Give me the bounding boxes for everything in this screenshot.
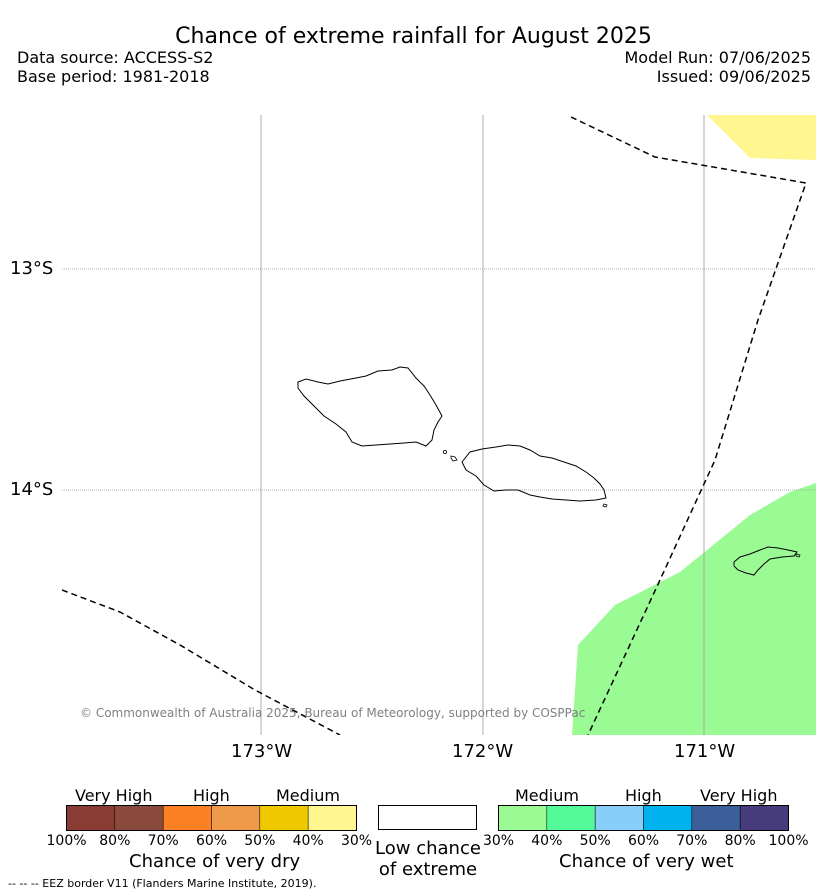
wet-tick-6: 100% [768, 833, 809, 849]
dry-swatch-5 [307, 805, 357, 831]
savaii-island [297, 366, 443, 447]
issued-date: Issued: 09/06/2025 [656, 67, 811, 86]
wet-tick-1: 40% [531, 833, 563, 849]
wet-tick-0: 30% [482, 833, 515, 849]
gridlines [62, 115, 816, 735]
lon-label-172w: 172°W [452, 741, 514, 762]
aunuu-islet [795, 553, 801, 558]
wet-swatch-1 [546, 805, 596, 831]
wet-swatch-0 [498, 805, 548, 831]
nuutele-islet [602, 503, 608, 508]
base-period: Base period: 1981-2018 [17, 67, 210, 86]
dry-tick-5: 40% [292, 833, 324, 849]
dry-colorbar [66, 805, 357, 831]
dry-tick-0: 100% [46, 833, 87, 849]
wet-swatch-4 [691, 805, 741, 831]
dry-cat-very-high: Very High [75, 786, 153, 805]
dry-swatch-1 [114, 805, 164, 831]
dry-swatch-2 [162, 805, 212, 831]
dry-swatch-4 [259, 805, 309, 831]
wet-swatch-2 [594, 805, 644, 831]
dry-tick-1: 80% [99, 833, 131, 849]
wet-tick-2: 50% [579, 833, 611, 849]
map-title: Chance of extreme rainfall for August 20… [175, 24, 652, 49]
dry-cat-high: High [193, 786, 230, 805]
wet-cat-medium: Medium [515, 786, 579, 805]
tutuila-island [733, 546, 798, 576]
wet-colorbar-label: Chance of very wet [559, 851, 734, 872]
wet-tick-5: 80% [724, 833, 756, 849]
eez-border [62, 116, 808, 735]
lon-label-173w: 173°W [231, 741, 293, 762]
wet-swatch-3 [643, 805, 693, 831]
wet-cat-high: High [625, 786, 662, 805]
wet-cat-very-high: Very High [700, 786, 778, 805]
dry-cat-medium: Medium [276, 786, 340, 805]
model-run: Model Run: 07/06/2025 [624, 48, 812, 67]
dry-tick-3: 60% [195, 833, 228, 849]
eez-border-note: -- -- -- EEZ border V11 (Flanders Marine… [8, 877, 317, 890]
dry-tick-6: 30% [340, 833, 373, 849]
upolu-island [461, 444, 607, 502]
apolima-islet [450, 455, 458, 462]
dry-swatch-3 [211, 805, 261, 831]
dry-colorbar-label: Chance of very dry [129, 851, 301, 872]
lat-label-14s: 14°S [10, 479, 54, 500]
copyright-notice: © Commonwealth of Australia 2025, Bureau… [80, 706, 586, 720]
wet-swatch-5 [739, 805, 789, 831]
low-chance-swatch [378, 805, 477, 830]
dry-swatch-0 [66, 805, 116, 831]
dry-region-top-right [707, 115, 816, 160]
wet-tick-4: 70% [676, 833, 708, 849]
lon-label-171w: 171°W [674, 741, 736, 762]
data-source: Data source: ACCESS-S2 [17, 48, 214, 67]
dry-tick-4: 50% [244, 833, 276, 849]
low-chance-label: Low chance of extreme [375, 838, 481, 880]
map-area [62, 115, 816, 735]
wet-colorbar [498, 805, 789, 831]
manono-islet [442, 449, 447, 454]
wet-region-bottom-right [572, 483, 816, 735]
lat-label-13s: 13°S [10, 258, 54, 279]
wet-tick-3: 60% [627, 833, 660, 849]
dry-tick-2: 70% [147, 833, 179, 849]
